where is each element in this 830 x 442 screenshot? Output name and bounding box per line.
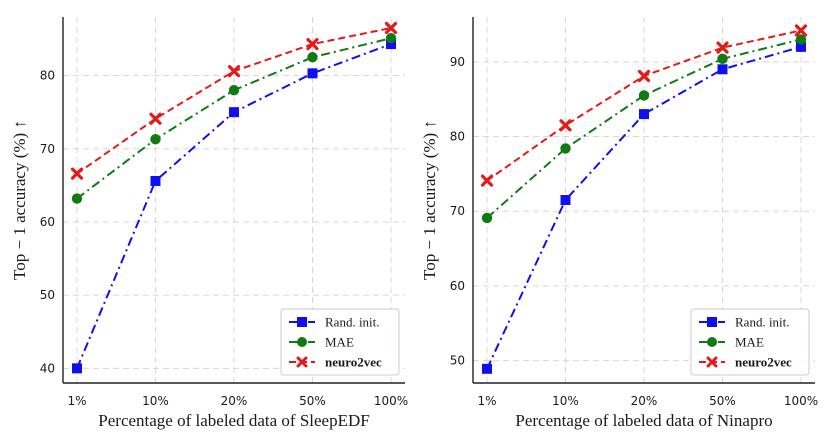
legend-item: Rand. init. — [289, 315, 380, 330]
y-tick-label: 60 — [40, 215, 55, 229]
data-point-marker — [638, 90, 650, 101]
data-point-marker — [386, 39, 396, 50]
marker-stroke — [794, 24, 808, 37]
data-point-marker — [796, 41, 806, 52]
marker-stroke — [706, 356, 718, 368]
y-tick-label: 70 — [450, 204, 465, 218]
marker-stroke — [480, 174, 494, 187]
y-tick-label: 60 — [450, 279, 465, 293]
data-point-marker — [71, 193, 83, 204]
y-tick-label: 80 — [40, 69, 55, 83]
data-point-marker — [717, 53, 728, 65]
chart-panel-2: 50 60 70 80 90 1% 10% 20% 50% 100% Percentage of l… — [420, 17, 818, 430]
legend-box — [280, 308, 400, 376]
legend-label: Rand. init. — [735, 315, 790, 330]
y-tick-label: 70 — [40, 142, 55, 156]
data-point-marker — [150, 175, 161, 186]
data-point-marker — [229, 107, 239, 118]
marker-stroke — [227, 65, 241, 78]
legend-item: neuro2vec — [699, 355, 792, 370]
series-line — [486, 45, 802, 370]
marker-stroke — [296, 356, 308, 368]
data-point-marker — [639, 109, 649, 120]
y-axis-label: Top − 1 accuracy (%) ↑ — [420, 120, 439, 280]
data-point-marker — [559, 119, 572, 132]
data-point-marker — [637, 69, 651, 83]
series-mae — [481, 34, 807, 224]
x-tick-label: 100% — [784, 394, 818, 408]
data-point-marker — [149, 112, 162, 125]
data-point-marker — [717, 64, 728, 75]
legend-item: Rand. init. — [699, 315, 790, 330]
data-point-marker — [306, 37, 319, 51]
series-neuro2vec — [70, 21, 398, 180]
x-axis-label: Percentage of labeled data of SleepEDF — [98, 411, 369, 430]
legend: Rand. init. MAE neuro2vec — [280, 308, 400, 376]
legend-item: MAE — [289, 335, 354, 350]
series-rand-init- — [482, 41, 806, 374]
data-point-marker — [72, 363, 82, 374]
data-point-marker — [385, 33, 397, 44]
marker-stroke — [384, 21, 398, 35]
y-tick-label: 50 — [40, 288, 55, 302]
x-tick-label: 1% — [67, 394, 86, 408]
y-tick-label: 80 — [450, 130, 465, 144]
data-point-marker — [70, 167, 84, 180]
data-point-marker — [307, 52, 318, 63]
legend-marker — [706, 356, 718, 368]
y-axis-label: Top − 1 accuracy (%) ↑ — [10, 120, 29, 280]
x-tick-label: 100% — [374, 394, 408, 408]
data-point-marker — [716, 41, 729, 54]
y-tick-label: 40 — [40, 361, 55, 375]
x-tick-label: 10% — [142, 394, 169, 408]
data-point-marker — [307, 68, 318, 79]
data-point-marker — [560, 195, 571, 205]
data-point-marker — [560, 143, 571, 154]
data-point-marker — [481, 212, 493, 224]
legend-box — [690, 308, 810, 376]
x-tick-label: 10% — [552, 394, 579, 408]
legend-item: neuro2vec — [289, 355, 382, 370]
y-tick-label: 50 — [450, 354, 465, 368]
marker-stroke — [70, 167, 84, 180]
y-tick-label: 90 — [450, 55, 465, 69]
data-point-marker — [150, 134, 161, 145]
chart-panel-1: 40 50 60 70 80 1% 10% 20% 50% 100% Percentage of l… — [10, 17, 408, 430]
data-point-marker — [228, 85, 240, 96]
legend-item: MAE — [699, 335, 764, 350]
legend-marker — [707, 337, 717, 347]
marker-stroke — [559, 119, 572, 132]
data-point-marker — [795, 34, 807, 45]
x-tick-label: 50% — [709, 394, 736, 408]
x-tick-label: 20% — [221, 394, 248, 408]
marker-stroke — [149, 112, 162, 125]
legend-marker — [296, 356, 308, 368]
marker-stroke — [637, 69, 651, 83]
x-tick-label: 50% — [299, 394, 326, 408]
legend-marker — [297, 337, 307, 347]
data-point-marker — [384, 21, 398, 35]
legend-label: neuro2vec — [735, 355, 792, 370]
x-tick-label: 20% — [631, 394, 658, 408]
legend-label: Rand. init. — [325, 315, 380, 330]
legend-label: neuro2vec — [325, 355, 382, 370]
marker-stroke — [306, 37, 319, 51]
x-axis-label: Percentage of labeled data of Ninapro — [515, 411, 772, 430]
legend-label: MAE — [735, 335, 764, 350]
data-point-marker — [482, 363, 492, 374]
marker-stroke — [716, 41, 729, 54]
series-rand-init- — [72, 39, 396, 374]
legend: Rand. init. MAE neuro2vec — [690, 308, 810, 376]
series-neuro2vec — [480, 24, 808, 187]
data-point-marker — [480, 174, 494, 187]
legend-label: MAE — [325, 335, 354, 350]
legend-marker — [297, 317, 307, 327]
legend-marker — [707, 317, 717, 327]
data-point-marker — [227, 65, 241, 78]
data-point-marker — [794, 24, 808, 37]
series-mae — [71, 33, 397, 204]
x-tick-label: 1% — [477, 394, 496, 408]
